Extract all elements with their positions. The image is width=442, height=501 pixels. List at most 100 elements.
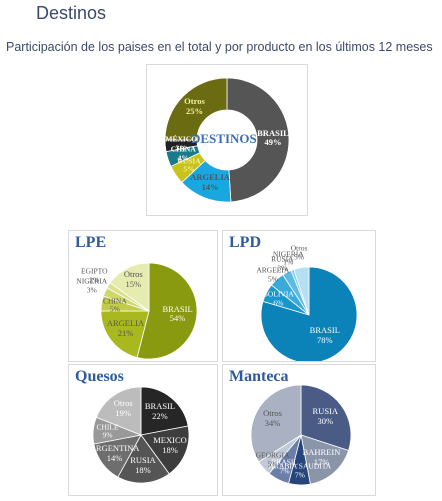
- pie-slice-otros: [250, 384, 302, 463]
- slice-label-name: BRASIL: [271, 457, 298, 467]
- pie-slice-brasil: [226, 77, 290, 203]
- slice-label-value: 4%: [177, 153, 189, 163]
- slice-label: Otros 15%: [124, 270, 143, 290]
- chart-panel-lpe: LPE BRASIL 54% ARGELIA 21% CHINA 5% NIGERIA 3% E…: [68, 230, 218, 362]
- slice-label-name: BAHREIN: [302, 447, 341, 458]
- slice-label-name: Otros: [184, 96, 205, 107]
- pie-slice-mexico: [140, 425, 190, 475]
- chart-title-lpd: LPD: [229, 234, 261, 251]
- slice-label-name: Otros: [113, 398, 133, 409]
- slice-label-value: 9%: [102, 430, 113, 440]
- slice-label: ARGELIA 14%: [190, 172, 230, 193]
- slice-label-name: CHINA: [102, 295, 127, 305]
- slice-label: Otros 19%: [113, 398, 133, 419]
- slice-label-name: BOLIVIA: [262, 289, 294, 299]
- chart-title-quesos: Quesos: [75, 368, 124, 385]
- slice-label-value: 5%: [267, 274, 278, 284]
- page-subtitle: Participación de los paises en el total …: [6, 40, 433, 54]
- chart-panel-quesos: Quesos BRASIL 22% MEXICO 18% RUSIA 18% ARGENTI…: [68, 364, 218, 496]
- slice-label: Otros 25%: [184, 96, 205, 118]
- slice-label-name: MEXICO: [153, 435, 187, 446]
- chart-title-manteca: Manteca: [229, 368, 289, 385]
- slice-label: NIGERIA 3%: [76, 276, 108, 295]
- slice-label: BRASIL 78%: [310, 326, 340, 346]
- slice-label: CHILE 9%: [96, 422, 119, 440]
- slice-label: RUSIA 18%: [130, 455, 156, 476]
- slice-label-value: 25%: [185, 106, 203, 117]
- slice-label-name: MÉXICO: [165, 134, 198, 144]
- slice-label-name: RUSIA: [130, 455, 156, 466]
- chart-panel-destinos: DESTINOS BRASIL 49% ARGELIA 14% RUSIA 5% CHINA…: [146, 64, 308, 216]
- slice-label: GEORGIA 5%: [255, 450, 290, 469]
- slice-label-name: Otros: [123, 269, 143, 280]
- slice-label-name: BRASIL: [162, 303, 193, 314]
- slice-label-value: 3%: [175, 143, 187, 153]
- slice-label: MEXICO 18%: [153, 435, 187, 457]
- slice-label-name: ARGENTINA: [89, 443, 140, 454]
- slice-label-value: 7%: [279, 466, 290, 476]
- slice-label-name: Otros: [290, 243, 308, 253]
- slice-label: RUSIA 30%: [312, 406, 339, 428]
- slice-label-name: Otros: [263, 408, 282, 419]
- pie-slice-rusia: [300, 384, 352, 451]
- slice-label-value: 18%: [162, 445, 178, 456]
- slice-label-value: 5%: [109, 304, 120, 314]
- pie-slice-otros: [109, 262, 150, 312]
- slice-label: ARGENTINA 14%: [90, 444, 140, 464]
- slice-label-name: RUSIA: [177, 156, 201, 166]
- slice-label-value: 17%: [313, 457, 330, 468]
- slice-label-name: ARGELIA: [106, 318, 145, 329]
- slice-label-name: NIGERIA: [76, 276, 108, 286]
- slice-label: BOLIVIA 6%: [263, 290, 294, 307]
- slice-label-name: NIGERIA: [272, 249, 304, 259]
- slice-label-name: CHILE: [96, 422, 119, 432]
- slice-label-value: 15%: [125, 279, 142, 290]
- slice-label: RUSIA 3%: [271, 254, 294, 272]
- slice-label-name: ARABIA SAUDITA: [268, 461, 332, 471]
- slice-label: CHINA 4%: [170, 144, 196, 163]
- slice-label-value: 3%: [277, 262, 288, 272]
- pie-slice-brasil: [136, 262, 198, 360]
- page-title: Destinos: [36, 3, 107, 23]
- chart-title-destinos: DESTINOS: [191, 131, 257, 146]
- slice-label: BRASIL 49%: [257, 128, 289, 149]
- slice-label: ARGELIA 21%: [107, 319, 144, 339]
- slice-label-value: 14%: [201, 181, 219, 192]
- slice-label: BAHREIN 17%: [303, 448, 341, 468]
- slice-label: ARGELIA 5%: [256, 266, 289, 284]
- chart-panel-manteca: Manteca RUSIA 30% BAHREIN 17% ARABIA SAUDITA…: [222, 364, 376, 496]
- slice-label-value: 5%: [183, 164, 195, 174]
- chart-title-lpe: LPE: [75, 234, 107, 251]
- chart-quesos: [92, 386, 190, 484]
- slice-label-value: 18%: [135, 465, 151, 476]
- slice-label-value: 49%: [264, 137, 282, 148]
- slice-label-name: RUSIA: [271, 254, 294, 264]
- slice-label-name: CHINA: [170, 144, 196, 154]
- pie-slice-bahrein: [300, 434, 350, 485]
- slice-label: ARABIA SAUDITA 7%: [269, 462, 332, 479]
- slice-label-value: 34%: [264, 418, 281, 429]
- slice-label: MÉXICO 3%: [165, 134, 198, 153]
- slice-label-value: 5%: [267, 459, 278, 469]
- pie-slice-otros: [95, 386, 142, 436]
- slice-label-value: 14%: [106, 453, 123, 464]
- slice-label-name: EGIPTO: [81, 266, 108, 276]
- slice-label: BRASIL 54%: [162, 303, 193, 325]
- slice-label-name: GEORGIA: [255, 450, 290, 460]
- chart-lpe: [100, 262, 198, 360]
- slice-label-name: RUSIA: [312, 406, 339, 417]
- chart-manteca: [250, 384, 352, 486]
- slice-label-value: 21%: [117, 328, 134, 339]
- slice-label-value: 5%: [294, 252, 305, 262]
- slice-label-name: BRASIL: [309, 325, 340, 336]
- slice-label-value: 6%: [273, 298, 284, 307]
- slice-label-name: BRASIL: [144, 401, 176, 412]
- pie-slice-otros: [293, 266, 310, 316]
- pie-slice-otros: [164, 77, 228, 141]
- slice-label-value: 54%: [169, 313, 186, 324]
- slice-label: RUSIA 5%: [177, 156, 201, 174]
- pie-slice-brasil: [140, 386, 189, 436]
- slice-label: Otros 34%: [263, 408, 282, 430]
- slice-label: NIGERIA 1%: [272, 249, 304, 267]
- slice-label-value: 7%: [294, 469, 305, 479]
